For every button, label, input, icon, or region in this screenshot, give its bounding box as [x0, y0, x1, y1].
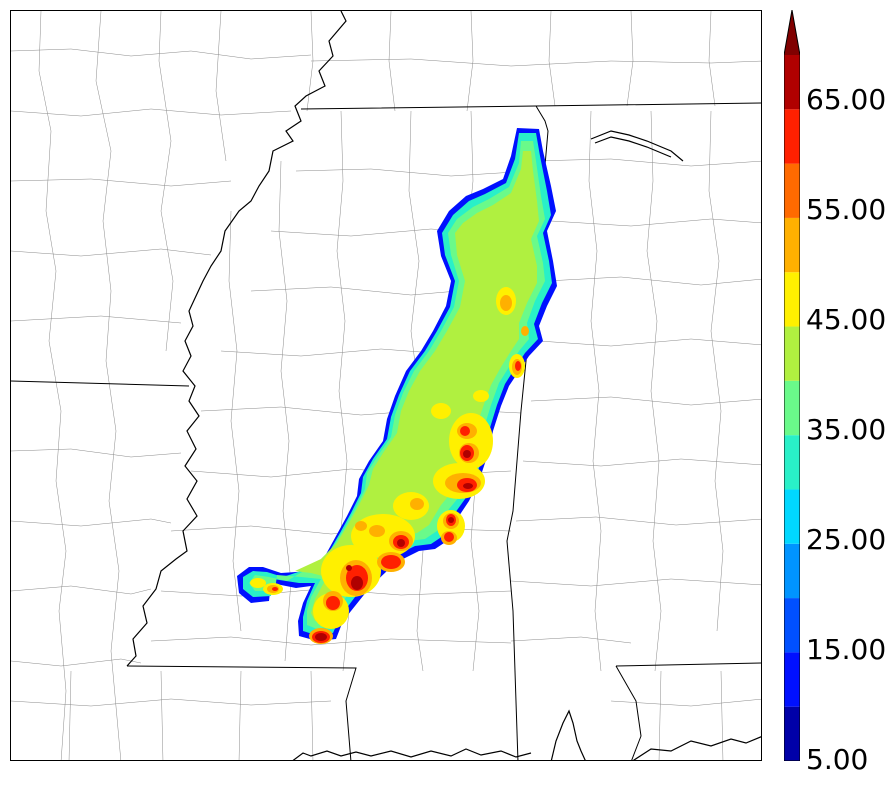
colorbar-label-25: 25.00	[806, 523, 887, 556]
colorbar-label-5: 5.00	[806, 743, 869, 776]
colorbar-segment	[784, 272, 800, 327]
colorbar-segment	[784, 163, 800, 218]
colorbar-label-45: 45.00	[806, 303, 887, 336]
reflectivity-swath	[237, 128, 557, 644]
colorbar-segment	[784, 543, 800, 599]
colorbar-segment	[784, 109, 800, 164]
colorbar-segment	[784, 706, 800, 761]
colorbar-outline	[784, 10, 800, 761]
colorbar-segment	[784, 55, 800, 110]
colorbar-label-15: 15.00	[806, 633, 887, 666]
colorbar-label-35: 35.00	[806, 413, 887, 446]
colorbar-segment	[784, 652, 800, 707]
reflectivity-map	[11, 11, 761, 760]
colorbar-label-55: 55.00	[806, 193, 887, 226]
colorbar-segment	[784, 326, 800, 381]
colorbar-segment	[784, 489, 800, 544]
county-boundaries	[11, 11, 761, 760]
state-boundaries	[11, 102, 761, 760]
colorbar-segment	[784, 217, 800, 273]
map-area	[10, 10, 762, 761]
colorbar-segments	[784, 10, 800, 761]
colorbar-segment	[784, 598, 800, 653]
colorbar-extend-max	[784, 10, 800, 55]
colorbar-label-65: 65.00	[806, 83, 887, 116]
colorbar	[784, 10, 800, 761]
colorbar-segment	[784, 435, 800, 490]
mississippi-river	[126, 11, 347, 667]
gulf-coastline	[292, 130, 761, 760]
colorbar-segment	[784, 380, 800, 436]
